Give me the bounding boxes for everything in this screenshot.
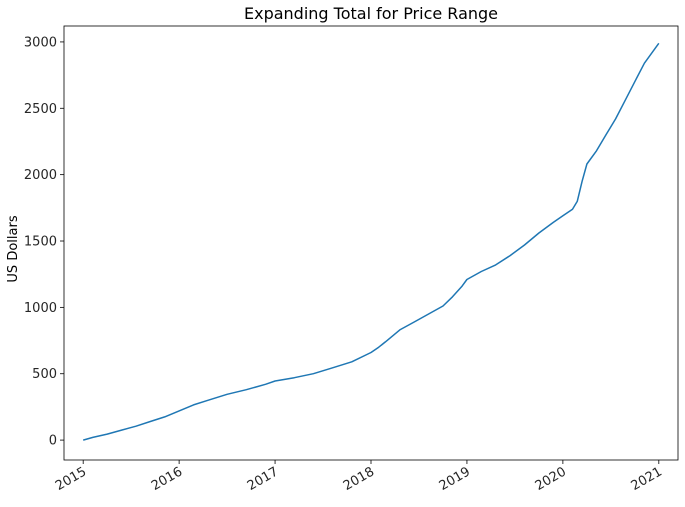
- x-tick-label: 2015: [53, 464, 89, 494]
- y-tick-label: 0: [49, 434, 57, 449]
- y-tick-label: 500: [32, 367, 57, 382]
- plot-area: [63, 25, 679, 461]
- series-line-0: [82, 42, 660, 441]
- x-tick-label: 2016: [149, 464, 185, 494]
- chart-title: Expanding Total for Price Range: [244, 4, 498, 23]
- y-tick-label: 1500: [24, 235, 57, 250]
- x-axis: 2015 2016 2017 2018 2019 2020 2021: [53, 460, 665, 494]
- x-tick-label: 2021: [629, 464, 665, 494]
- y-tick-label: 3000: [24, 35, 57, 50]
- x-tick-label: 2019: [437, 464, 473, 494]
- y-axis-label: US Dollars: [6, 215, 21, 282]
- y-tick-label: 1000: [24, 301, 57, 316]
- y-axis: 0 500 1000 1500 2000 2500 3000: [24, 35, 64, 449]
- y-tick-label: 2000: [24, 168, 57, 183]
- x-tick-label: 2020: [533, 464, 569, 494]
- x-tick-label: 2017: [245, 464, 281, 494]
- y-tick-label: 2500: [24, 102, 57, 117]
- plot-frame: [63, 25, 679, 461]
- x-tick-label: 2018: [341, 464, 377, 494]
